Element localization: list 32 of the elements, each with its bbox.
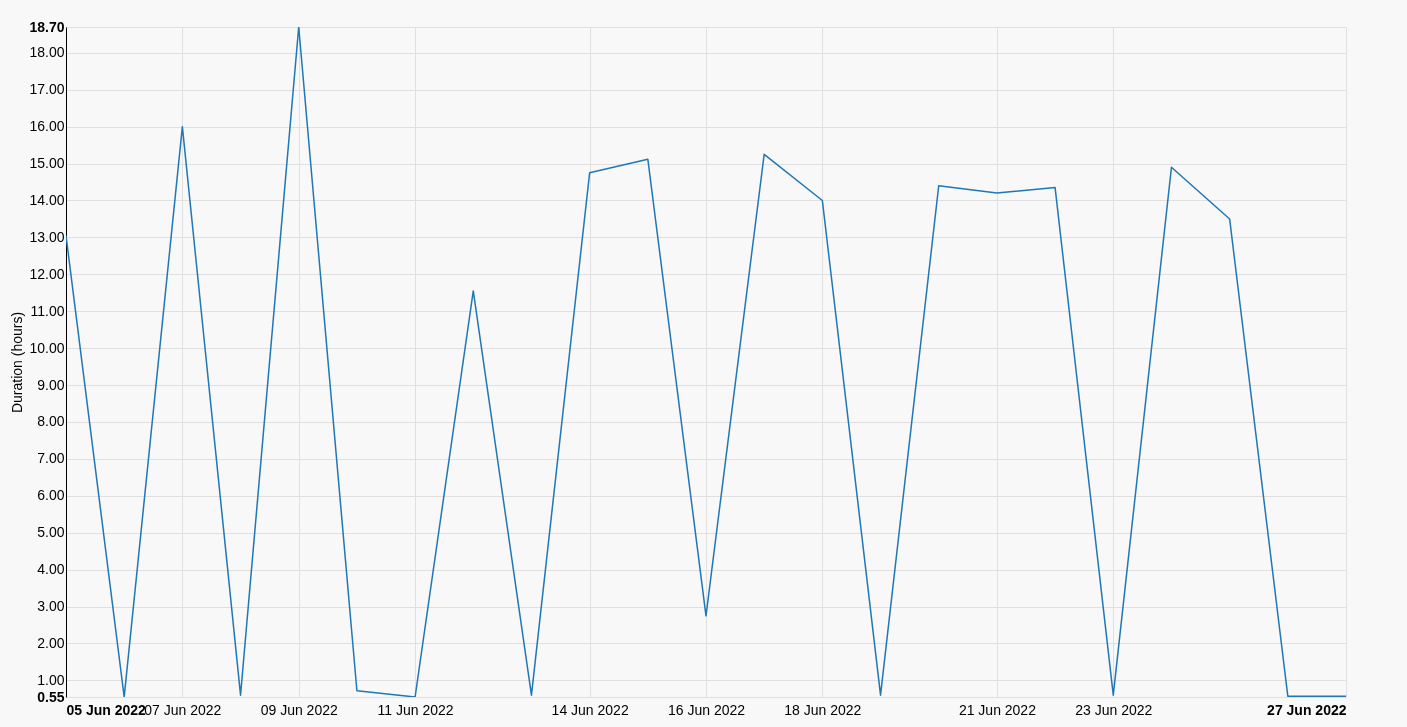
x-tick-label: 07 Jun 2022 (144, 701, 222, 718)
y-tick-label: 11.00 (30, 302, 65, 319)
y-tick-label: 4.00 (37, 561, 65, 578)
y-tick-label: 10.00 (29, 339, 65, 356)
y-tick-label: 14.00 (29, 192, 65, 208)
x-tick-label: 11 Jun 2022 (377, 701, 454, 718)
y-tick-label: 15.00 (29, 155, 65, 172)
x-tick-label: 23 Jun 2022 (1075, 701, 1153, 718)
y-tick-label: 7.00 (37, 450, 65, 467)
y-axis-title: Duration (hours) (9, 311, 26, 414)
x-tick-label: 21 Jun 2022 (958, 701, 1037, 718)
x-tick-label: 27 Jun 2022 (1267, 701, 1347, 718)
y-tick-label: 9.00 (37, 376, 65, 393)
x-tick-label: 05 Jun 2022 (66, 701, 147, 718)
y-tick-label: 6.00 (37, 487, 65, 504)
y-tick-label: 2.00 (37, 634, 65, 651)
y-tick-label: 1.00 (37, 671, 65, 688)
x-tick-label: 09 Jun 2022 (260, 701, 338, 718)
y-tick-label: 0.55 (37, 688, 65, 705)
line-series (66, 27, 1346, 697)
y-tick-label: 8.00 (37, 413, 65, 430)
y-tick-label: 13.00 (29, 228, 65, 245)
y-tick-label: 18.00 (29, 44, 65, 61)
x-tick-label: 16 Jun 2022 (667, 701, 746, 718)
y-tick-label: 12.00 (29, 265, 65, 282)
x-tick-label: 14 Jun 2022 (551, 701, 629, 718)
y-tick-label: 16.00 (29, 118, 65, 135)
y-tick-label: 18.70 (29, 18, 65, 35)
y-tick-label: 17.00 (29, 81, 65, 98)
x-tick-label: 18 Jun 2022 (784, 701, 862, 718)
y-tick-label: 3.00 (37, 598, 65, 615)
y-tick-label: 5.00 (37, 524, 65, 541)
